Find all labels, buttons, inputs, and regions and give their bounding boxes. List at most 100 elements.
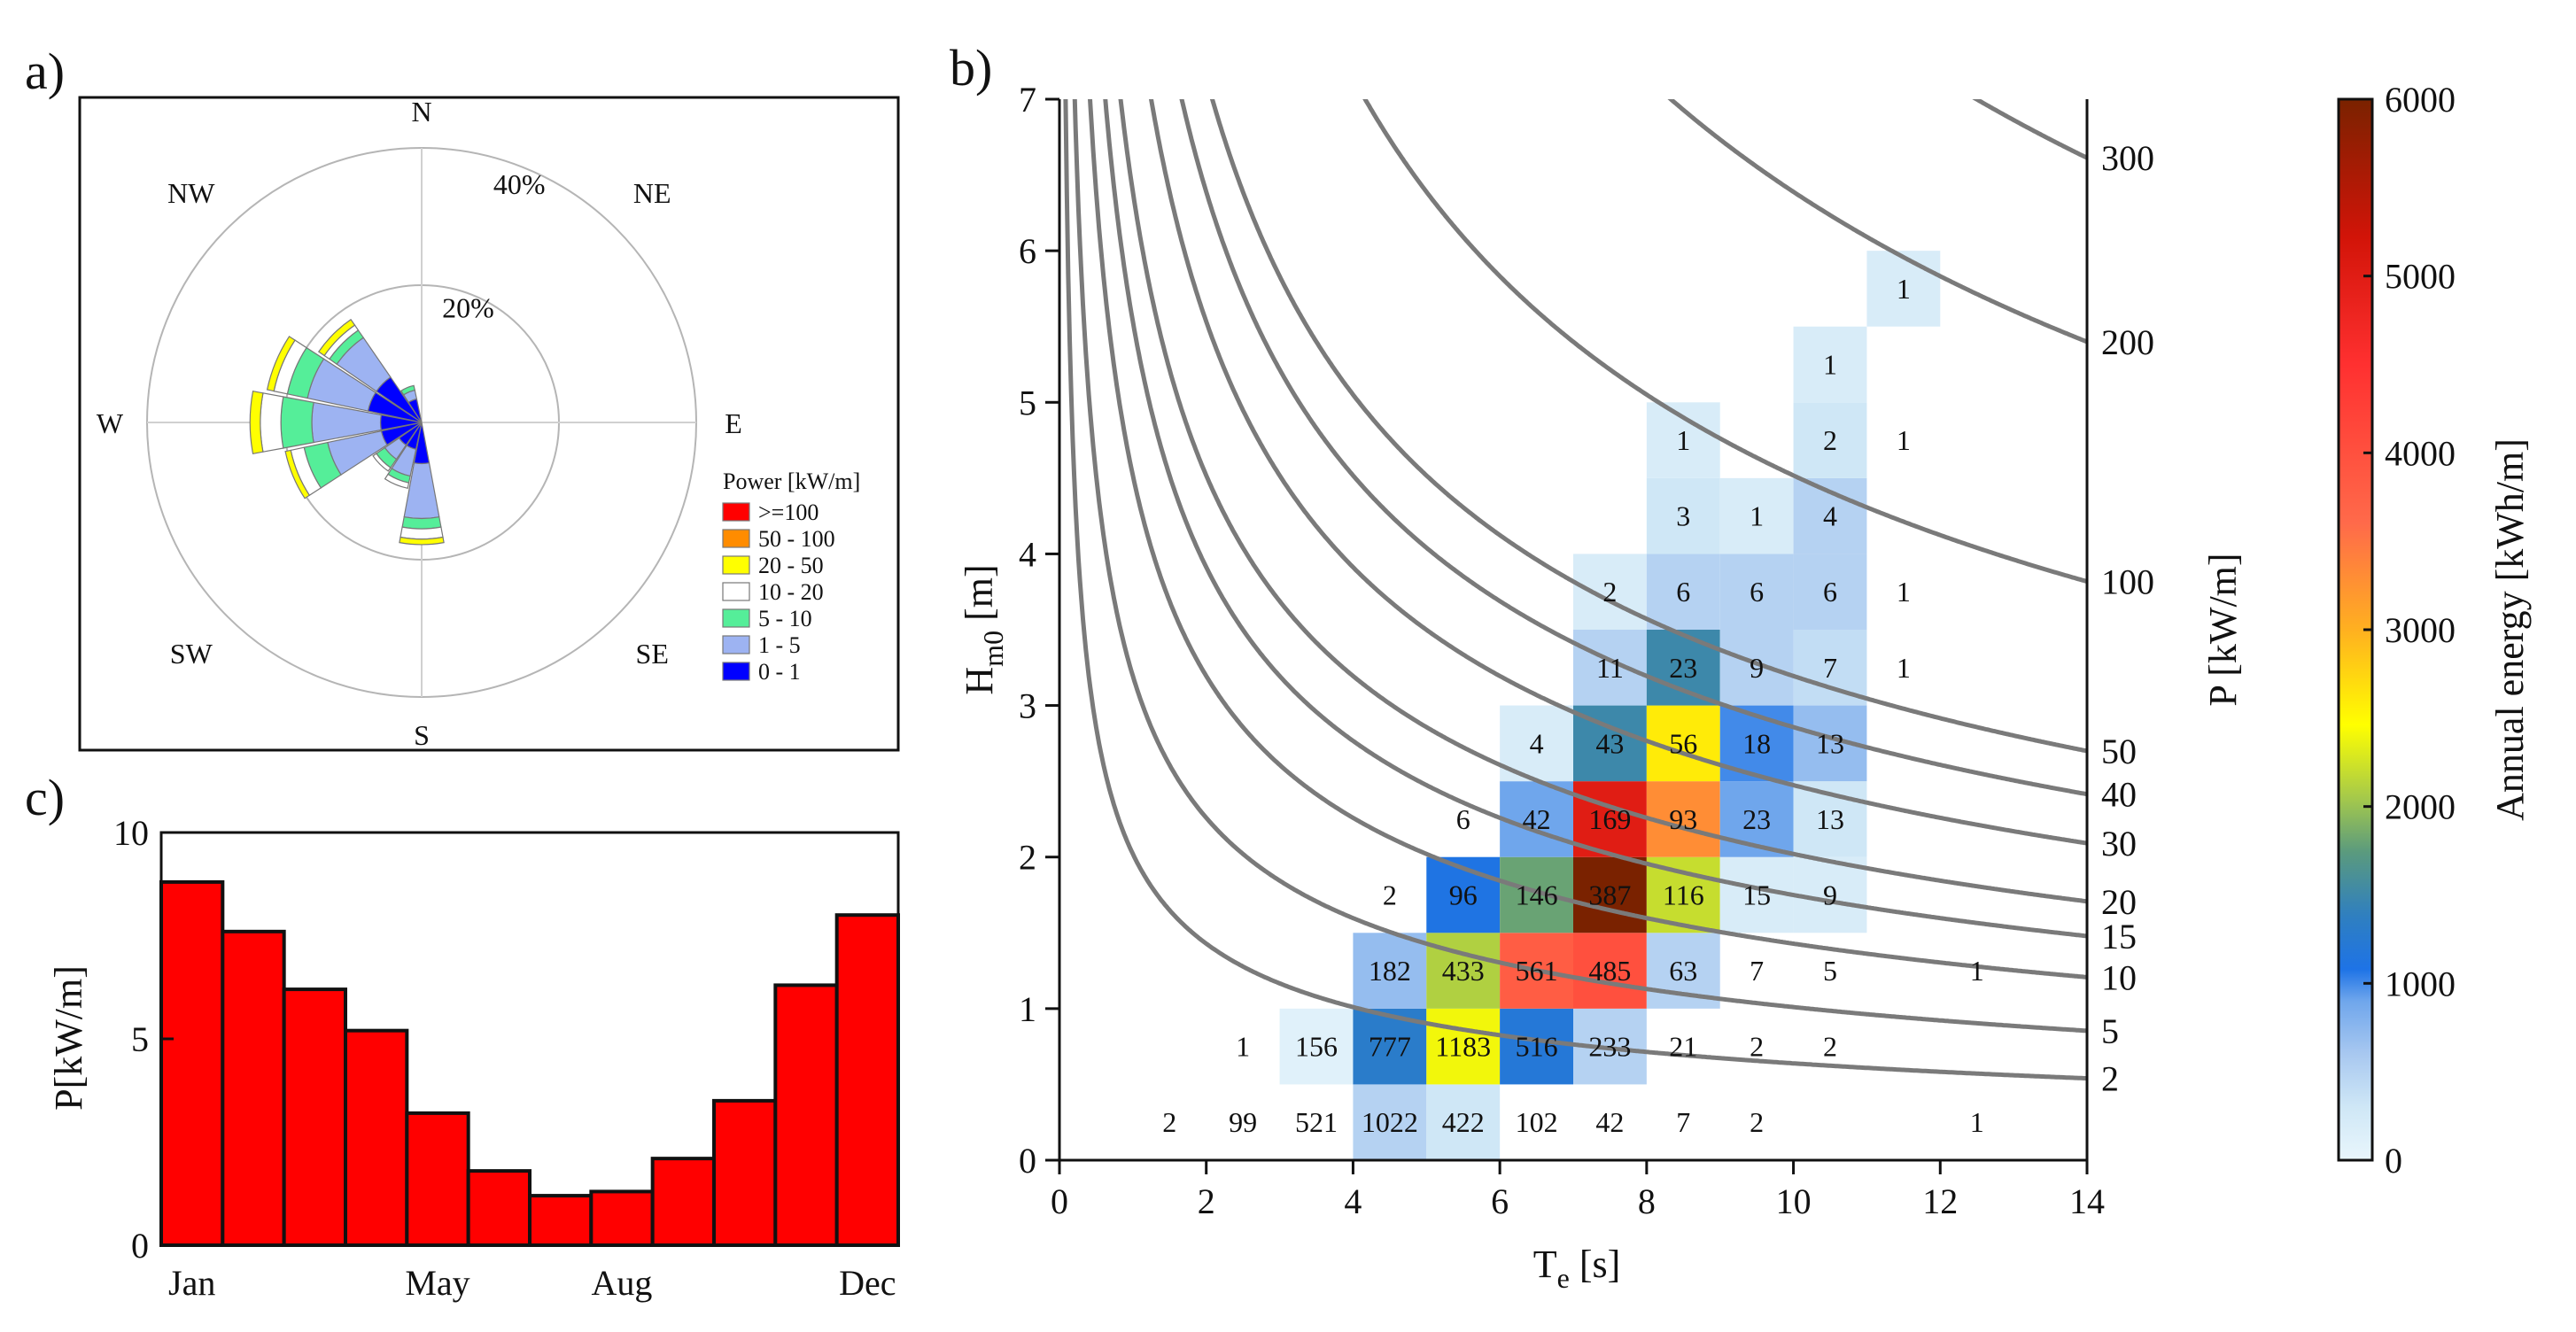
heat-cell-label-42: 56 bbox=[1669, 727, 1697, 759]
rose-sector-0-bin-2 bbox=[401, 516, 442, 530]
panel-b-energy-scatter: b) 2 99 521 1022 422 102 42 7 2 11 156 777 1183 516 23… bbox=[950, 39, 2245, 1294]
panel-a-letter: a) bbox=[25, 43, 65, 100]
bar-dec bbox=[834, 913, 901, 1247]
heat-cell-label-38: 23 bbox=[1742, 803, 1771, 835]
isoline-40 bbox=[1179, 99, 2087, 797]
heat-cell-47 bbox=[1719, 630, 1794, 706]
rose-dir-e: E bbox=[725, 407, 742, 439]
isoline-label-5: 5 bbox=[2101, 1011, 2119, 1051]
rose-sector-0-bin-4 bbox=[399, 536, 445, 546]
x-label-sub: e bbox=[1557, 1262, 1570, 1294]
bar-mar bbox=[282, 987, 347, 1247]
cbar-tick-label-1000: 1000 bbox=[2385, 964, 2456, 1003]
heat-cell-label-55: 3 bbox=[1676, 500, 1690, 532]
heat-cell-label-37: 93 bbox=[1669, 803, 1697, 835]
heat-cell-label-26: 1 bbox=[1970, 955, 1984, 987]
isoline-label-50: 50 bbox=[2101, 732, 2137, 771]
heat-cell-label-54: 1 bbox=[1897, 576, 1911, 608]
x-label-main: T bbox=[1533, 1243, 1557, 1286]
heat-ytick-label-0: 0 bbox=[1019, 1141, 1036, 1181]
rose-sector-3-bin-4 bbox=[284, 449, 311, 500]
heat-cell-label-29: 146 bbox=[1516, 879, 1558, 911]
rose-ring-label-40: 40% bbox=[493, 168, 546, 200]
rose-direction-labels: N NE E SE S SW W NW bbox=[97, 96, 742, 751]
heat-cell-13 bbox=[1426, 1008, 1501, 1085]
heat-cell-label-46: 23 bbox=[1669, 652, 1697, 684]
heat-cell-label-4: 422 bbox=[1442, 1106, 1485, 1138]
heat-cell-label-41: 43 bbox=[1595, 727, 1624, 759]
heat-cell-label-49: 1 bbox=[1897, 652, 1911, 684]
legend-swatch-5 bbox=[722, 635, 750, 654]
bar-jan bbox=[159, 879, 225, 1247]
heat-cell-51 bbox=[1646, 554, 1720, 630]
heat-ytick-label-7: 7 bbox=[1019, 80, 1036, 120]
heat-cell-label-19: 182 bbox=[1369, 955, 1411, 987]
isoline-label-10: 10 bbox=[2101, 957, 2137, 997]
heat-cell-label-53: 6 bbox=[1823, 576, 1837, 608]
heat-xtick-label-14: 14 bbox=[2069, 1181, 2105, 1221]
heat-cell-label-18: 2 bbox=[1823, 1031, 1837, 1063]
isoline-15 bbox=[1103, 99, 2087, 939]
legend-swatch-6 bbox=[722, 662, 750, 681]
heat-cell-label-44: 13 bbox=[1816, 727, 1844, 759]
heat-cell-label-6: 42 bbox=[1595, 1106, 1624, 1138]
cbar-tick-label-0: 0 bbox=[2385, 1141, 2402, 1181]
heat-cell-label-9: 1 bbox=[1970, 1106, 1984, 1138]
rose-sector-4-bin-2 bbox=[280, 396, 314, 449]
heat-cell-label-36: 169 bbox=[1588, 803, 1631, 835]
heat-xtick-label-4: 4 bbox=[1344, 1181, 1362, 1221]
heat-cell-35 bbox=[1500, 781, 1573, 857]
rose-sector-6-bin-4 bbox=[317, 318, 356, 357]
heat-cell-label-30: 387 bbox=[1588, 879, 1631, 911]
heat-cell-label-61: 1 bbox=[1823, 349, 1837, 381]
rose-ring-label-20: 20% bbox=[442, 291, 494, 323]
heat-cell-55 bbox=[1646, 477, 1720, 554]
colorbar: 0 1000 2000 3000 4000 5000 6000 Annual energy … bbox=[2337, 80, 2532, 1181]
heat-cell-45 bbox=[1573, 630, 1647, 706]
heat-cell-label-32: 15 bbox=[1742, 879, 1771, 911]
isoline-label-30: 30 bbox=[2101, 824, 2137, 863]
cbar-tick-label-5000: 5000 bbox=[2385, 257, 2456, 297]
heat-cell-label-57: 4 bbox=[1823, 500, 1837, 532]
cbar-tick-label-6000: 6000 bbox=[2385, 80, 2456, 120]
legend-swatch-3 bbox=[722, 582, 750, 601]
heat-cell-29 bbox=[1500, 856, 1573, 933]
heat-cell-label-43: 18 bbox=[1742, 727, 1771, 759]
heat-cell-53 bbox=[1793, 554, 1867, 630]
bar-ytick-label-5: 5 bbox=[131, 1019, 149, 1059]
heat-cell-3 bbox=[1353, 1084, 1427, 1160]
legend-label-0: >=100 bbox=[758, 500, 819, 525]
heat-cell-label-51: 6 bbox=[1676, 576, 1690, 608]
heat-y-axis-label: Hm0 [m] bbox=[958, 564, 1009, 694]
legend-label-6: 0 - 1 bbox=[758, 659, 801, 685]
heat-cell-label-24: 7 bbox=[1750, 955, 1764, 987]
heat-cell-label-12: 777 bbox=[1369, 1031, 1411, 1063]
isoline-20 bbox=[1118, 99, 2087, 904]
rose-sectors bbox=[249, 318, 445, 546]
heat-cell-label-34: 6 bbox=[1456, 803, 1470, 835]
legend-label-5: 1 - 5 bbox=[758, 632, 801, 658]
rose-sector-1-bin-3 bbox=[384, 473, 410, 490]
rose-sector-0-bin-3 bbox=[400, 526, 444, 540]
power-isolines bbox=[1063, 99, 2087, 1081]
bar-xtick-label-dec: Dec bbox=[839, 1263, 896, 1303]
heat-cell-label-60: 1 bbox=[1897, 424, 1911, 456]
isoline-label-15: 15 bbox=[2101, 917, 2137, 956]
heat-xtick-label-8: 8 bbox=[1638, 1181, 1656, 1221]
heat-cell-label-40: 4 bbox=[1530, 727, 1544, 759]
isoline-100 bbox=[1362, 99, 2087, 584]
isoline-50 bbox=[1209, 99, 2087, 754]
heat-cell-label-20: 433 bbox=[1442, 955, 1485, 987]
legend-swatch-2 bbox=[722, 555, 750, 575]
heat-cell-label-8: 2 bbox=[1750, 1106, 1764, 1138]
heat-cell-label-58: 1 bbox=[1676, 424, 1690, 456]
heat-cell-label-0: 2 bbox=[1162, 1106, 1176, 1138]
monthly-bars bbox=[159, 879, 901, 1248]
x-label-unit: [s] bbox=[1570, 1243, 1620, 1286]
heat-ytick-label-5: 5 bbox=[1019, 383, 1036, 422]
heat-cell-14 bbox=[1500, 1008, 1573, 1085]
colorbar-label: Annual energy [kWh/m] bbox=[2488, 438, 2532, 821]
heatmap-cell-labels: 2 99 521 1022 422 102 42 7 2 11 156 777 1183 516 233 21… bbox=[1162, 273, 1983, 1138]
